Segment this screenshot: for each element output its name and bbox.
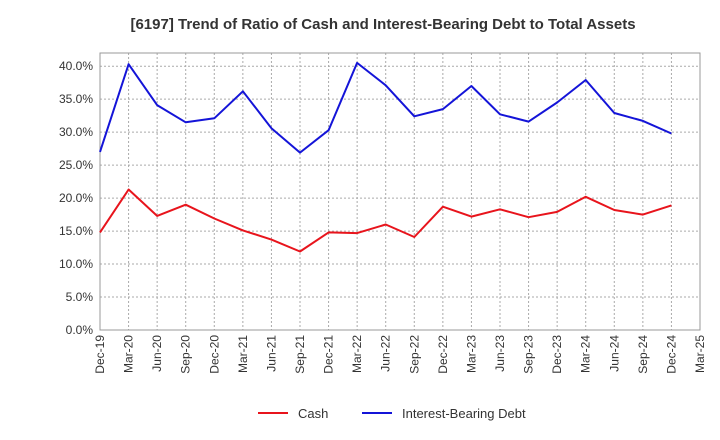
x-tick-label: Dec-22 [436,335,450,374]
series-lines [99,61,672,253]
x-tick-label: Jun-20 [150,335,164,372]
cash-series-line [99,188,672,253]
y-tick-label: 0.0% [66,323,94,337]
y-tick-label: 30.0% [59,125,93,139]
legend-debt-label: Interest-Bearing Debt [402,406,526,421]
x-tick-label: Mar-24 [579,335,593,373]
x-tick-label: Dec-24 [664,335,678,374]
x-tick-label: Jun-24 [607,335,621,372]
x-tick-label: Mar-25 [693,335,707,373]
x-axis: Dec-19 Mar-20 Jun-20 Sep-20 Dec-20 Mar-21 Jun-… [93,335,707,374]
x-tick-label: Dec-20 [207,335,221,374]
x-tick-label: Mar-21 [236,335,250,373]
legend-cash-label: Cash [298,406,328,421]
y-tick-label: 35.0% [59,92,93,106]
y-tick-label: 20.0% [59,191,93,205]
chart-title: [6197] Trend of Ratio of Cash and Intere… [130,16,635,33]
x-tick-label: Jun-23 [493,335,507,372]
y-tick-label: 5.0% [66,290,94,304]
x-tick-label: Jun-22 [379,335,393,372]
legend: Cash Interest-Bearing Debt [258,406,526,421]
x-tick-label: Mar-20 [122,335,136,373]
y-tick-label: 40.0% [59,59,93,73]
y-tick-label: 25.0% [59,158,93,172]
x-tick-label: Jun-21 [264,335,278,372]
y-axis: 0.0% 5.0% 10.0% 15.0% 20.0% 25.0% 30.0% 35.0% 40… [59,59,93,337]
x-tick-label: Dec-23 [550,335,564,374]
x-tick-label: Dec-21 [322,335,336,374]
grid [100,53,700,330]
plot-area [99,52,701,331]
x-tick-label: Sep-24 [636,335,650,374]
x-tick-label: Sep-23 [522,335,536,374]
x-tick-label: Sep-21 [293,335,307,374]
x-tick-label: Mar-23 [464,335,478,373]
y-tick-label: 10.0% [59,257,93,271]
x-tick-label: Sep-20 [179,335,193,374]
y-tick-label: 15.0% [59,224,93,238]
x-tick-label: Sep-22 [407,335,421,374]
x-tick-label: Mar-22 [350,335,364,373]
debt-series-line [99,61,672,154]
x-tick-label: Dec-19 [93,335,107,374]
